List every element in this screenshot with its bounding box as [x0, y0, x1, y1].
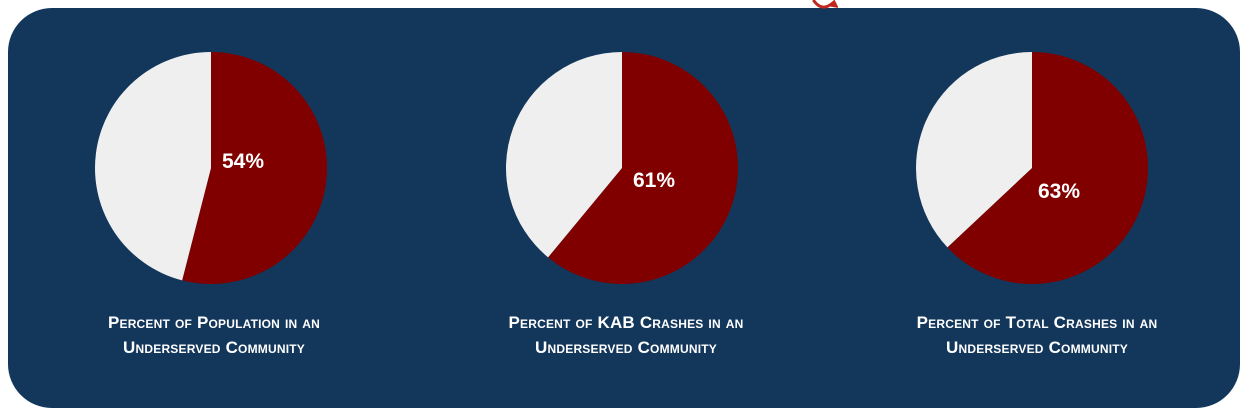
caption-line-2: Underserved Community: [535, 338, 717, 357]
pie-slice-remainder: [916, 51, 1032, 248]
caption-line-1: Percent of Total Crashes in an: [916, 313, 1158, 332]
decorative-red-mark: [812, 0, 838, 9]
pie-slice-highlighted: [182, 52, 327, 284]
caption-line-1: Percent of Population in an: [107, 313, 321, 332]
caption-line-1: Percent of KAB Crashes in an: [508, 313, 744, 332]
chart-caption: Percent of Total Crashes in an Underserv…: [847, 310, 1227, 360]
percent-label: 54%: [222, 150, 264, 173]
caption-line-2: Underserved Community: [946, 338, 1128, 357]
pie-slice-remainder: [506, 52, 622, 258]
chart-caption: Percent of Population in an Underserved …: [24, 310, 404, 360]
chart-caption: Percent of KAB Crashes in an Underserved…: [436, 310, 816, 360]
pie-svg: 54%: [94, 52, 327, 284]
pie-chart-population: 54% Percent of Population in an Underser…: [24, 48, 404, 388]
pie-slice-highlighted: [947, 52, 1148, 284]
pie-svg: 61%: [506, 52, 738, 284]
pie-slice-highlighted: [548, 52, 738, 284]
percent-label: 63%: [1038, 180, 1080, 203]
percent-label: 61%: [633, 169, 675, 192]
pie-chart-kab-crashes: 61% Percent of KAB Crashes in an Underse…: [436, 48, 816, 388]
pie-svg: 63%: [916, 51, 1148, 284]
caption-line-2: Underserved Community: [123, 338, 305, 357]
pie-slice-remainder: [94, 52, 211, 281]
pie-chart-total-crashes: 63% Percent of Total Crashes in an Under…: [847, 48, 1227, 388]
